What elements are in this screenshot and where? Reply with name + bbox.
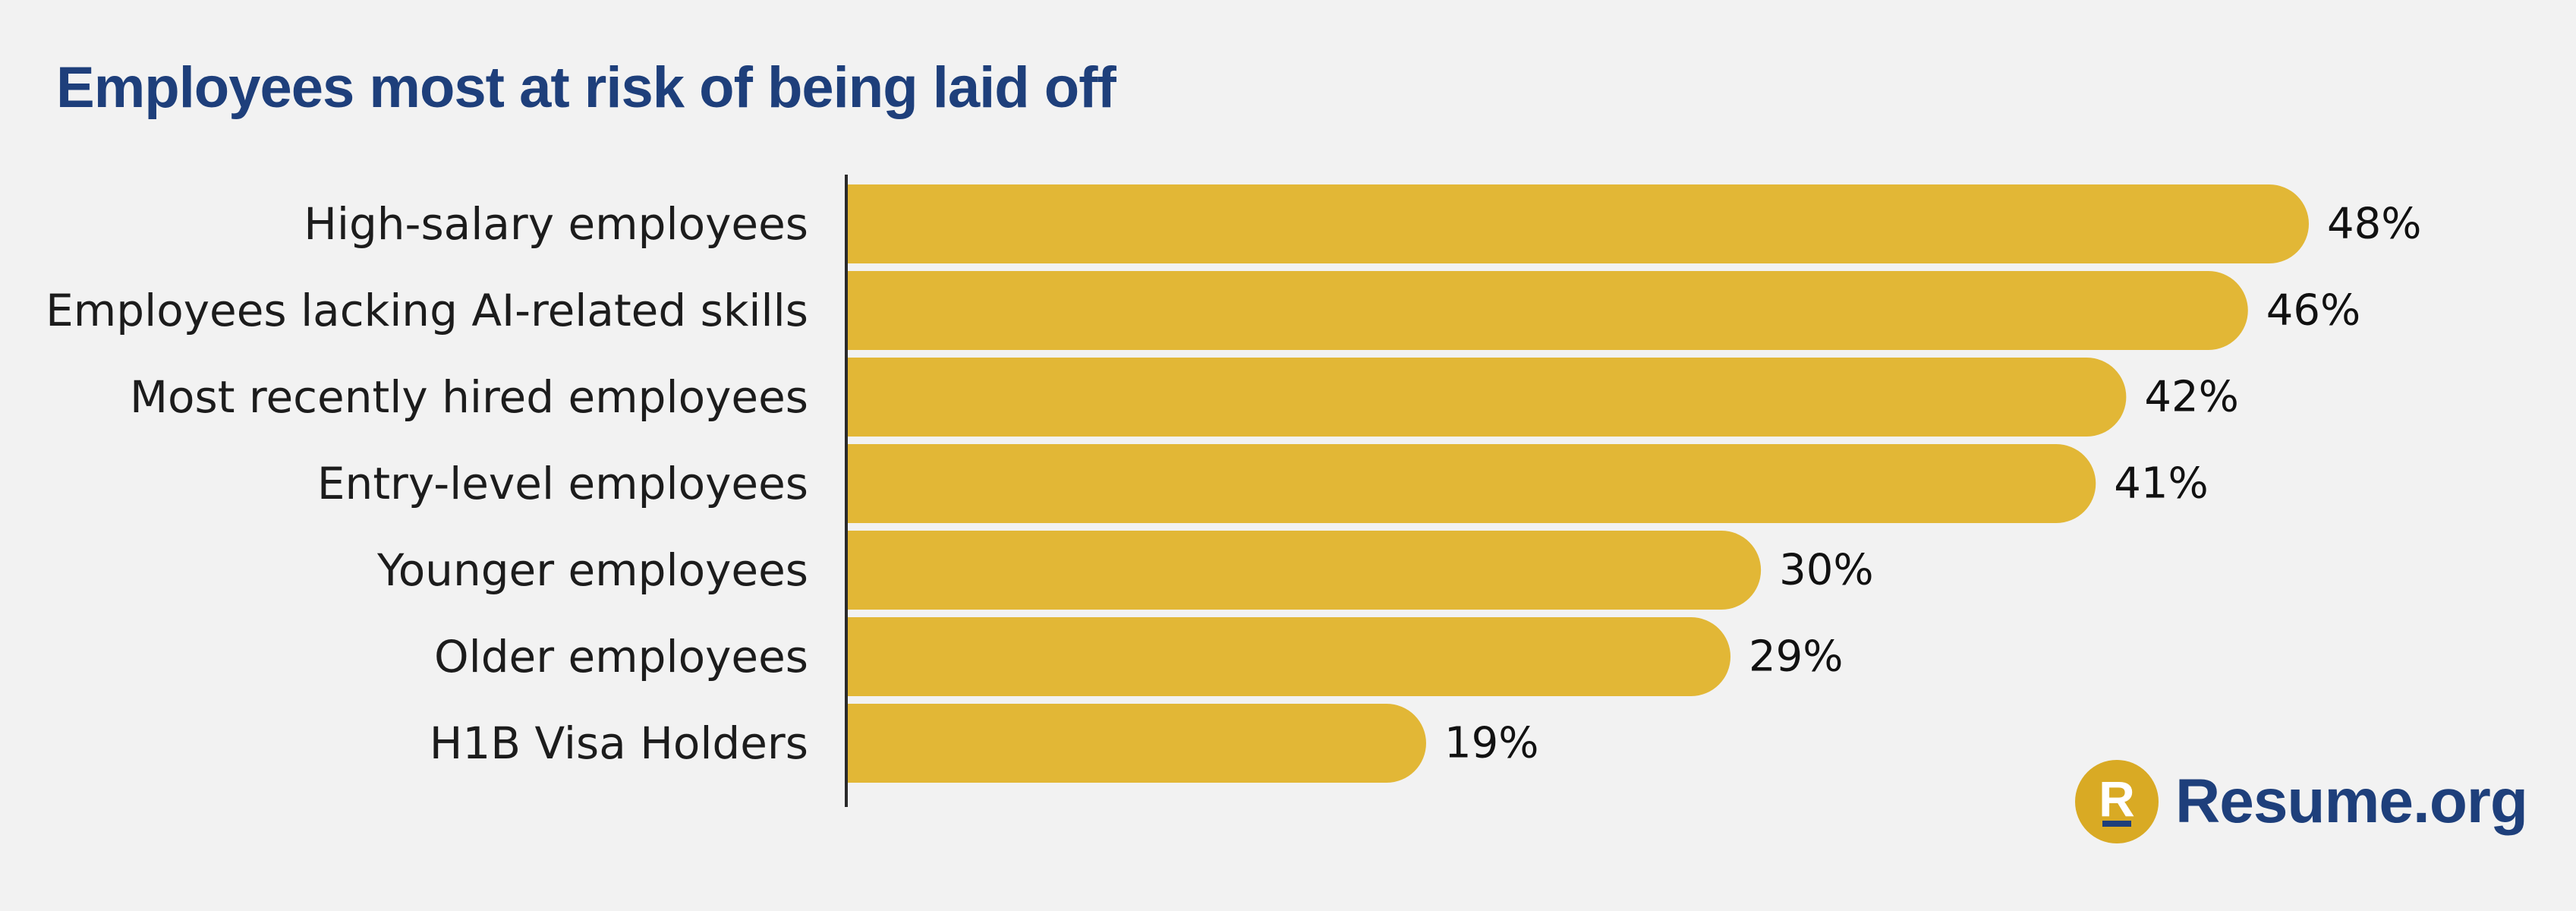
category-label-entry-level-employees: Entry-level employees: [317, 458, 808, 509]
value-label-most-recently-hired-employees: 42%: [2144, 373, 2238, 422]
bar-h1b-visa-holders: [848, 704, 1426, 783]
category-label-older-employees: Older employees: [434, 631, 808, 682]
logo-letter: R: [2099, 771, 2135, 827]
bar-older-employees: [848, 617, 1731, 696]
value-label-younger-employees: 30%: [1779, 546, 1873, 595]
category-label-h1b-visa-holders: H1B Visa Holders: [430, 717, 808, 769]
bar-entry-level-employees: [848, 444, 2096, 523]
category-label-younger-employees: Younger employees: [376, 544, 808, 596]
value-label-h1b-visa-holders: 19%: [1444, 719, 1538, 768]
bars-layer: [848, 184, 2309, 783]
category-label-employees-lacking-ai-related-skills: Employees lacking AI-related skills: [46, 285, 808, 336]
bar-most-recently-hired-employees: [848, 358, 2127, 437]
value-label-employees-lacking-ai-related-skills: 46%: [2266, 286, 2360, 336]
value-label-entry-level-employees: 41%: [2114, 459, 2208, 509]
chart-title: Employees most at risk of being laid off: [56, 55, 1116, 120]
logo-underline: [2102, 821, 2131, 827]
bar-high-salary-employees: [848, 184, 2309, 263]
brand-name: Resume.org: [2175, 767, 2528, 836]
bar-younger-employees: [848, 531, 1762, 610]
resume-org-logo-mark: R: [2075, 760, 2159, 843]
category-label-high-salary-employees: High-salary employees: [304, 198, 808, 250]
value-label-high-salary-employees: 48%: [2327, 200, 2421, 249]
bar-employees-lacking-ai-related-skills: [848, 271, 2248, 350]
value-label-older-employees: 29%: [1749, 632, 1843, 682]
labels-layer: High-salary employees 48% Employees lackin…: [46, 198, 2421, 769]
category-label-most-recently-hired-employees: Most recently hired employees: [130, 371, 808, 423]
brand-logo: R Resume.org: [2075, 759, 2528, 844]
